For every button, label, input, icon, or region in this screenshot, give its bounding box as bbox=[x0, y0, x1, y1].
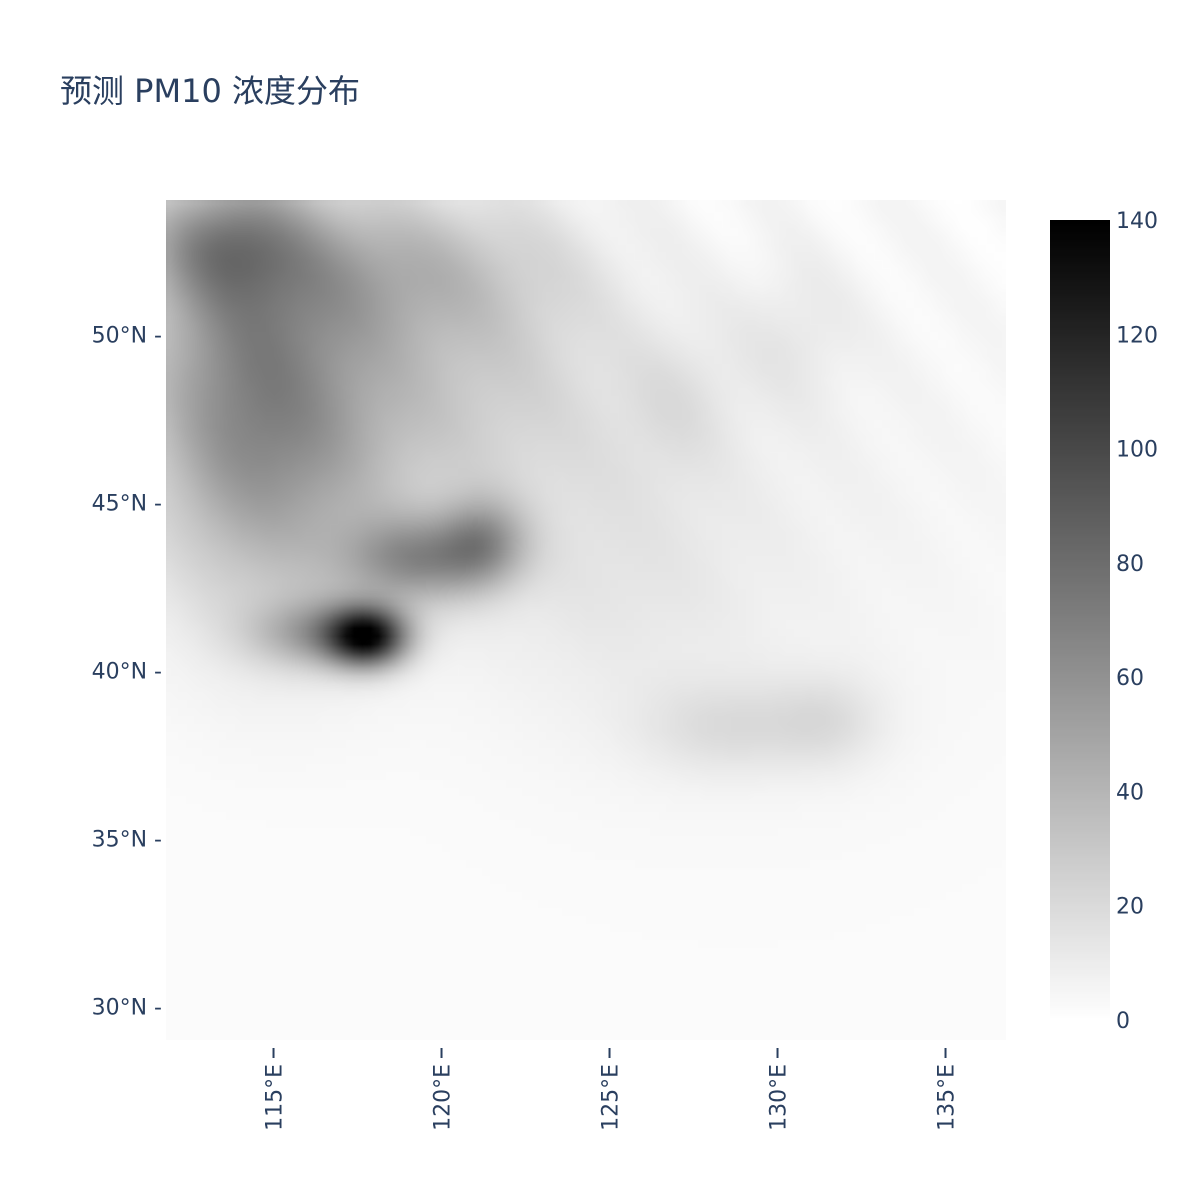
colorbar-tick-label: 60 bbox=[1116, 666, 1144, 691]
x-tick-label: 120°E bbox=[431, 1064, 456, 1131]
colorbar-tick-label: 20 bbox=[1116, 895, 1144, 920]
y-tick-label: 50°N - bbox=[92, 323, 162, 348]
x-tick-label: 125°E bbox=[599, 1064, 624, 1131]
colorbar-tick-label: 80 bbox=[1116, 552, 1144, 577]
x-tick-label: 135°E bbox=[935, 1064, 960, 1131]
colorbar-tick-label: 120 bbox=[1116, 323, 1158, 348]
x-tick-label: 130°E bbox=[767, 1064, 792, 1131]
y-tick-label: 45°N - bbox=[92, 491, 162, 516]
colorbar-tick-label: 100 bbox=[1116, 438, 1158, 463]
y-tick-label: 35°N - bbox=[92, 827, 162, 852]
heatmap-plot-area[interactable] bbox=[166, 200, 1006, 1040]
colorbar-tick-label: 40 bbox=[1116, 780, 1144, 805]
y-tick-label: 40°N - bbox=[92, 659, 162, 684]
colorbar bbox=[1050, 220, 1110, 1020]
colorbar-tick-label: 0 bbox=[1116, 1009, 1130, 1034]
heatmap-grid bbox=[166, 200, 1006, 1040]
y-tick-label: 30°N - bbox=[92, 995, 162, 1020]
x-tick-label: 115°E bbox=[263, 1064, 288, 1131]
colorbar-tick-label: 140 bbox=[1116, 209, 1158, 234]
chart-title: 预测 PM10 浓度分布 bbox=[60, 72, 360, 110]
